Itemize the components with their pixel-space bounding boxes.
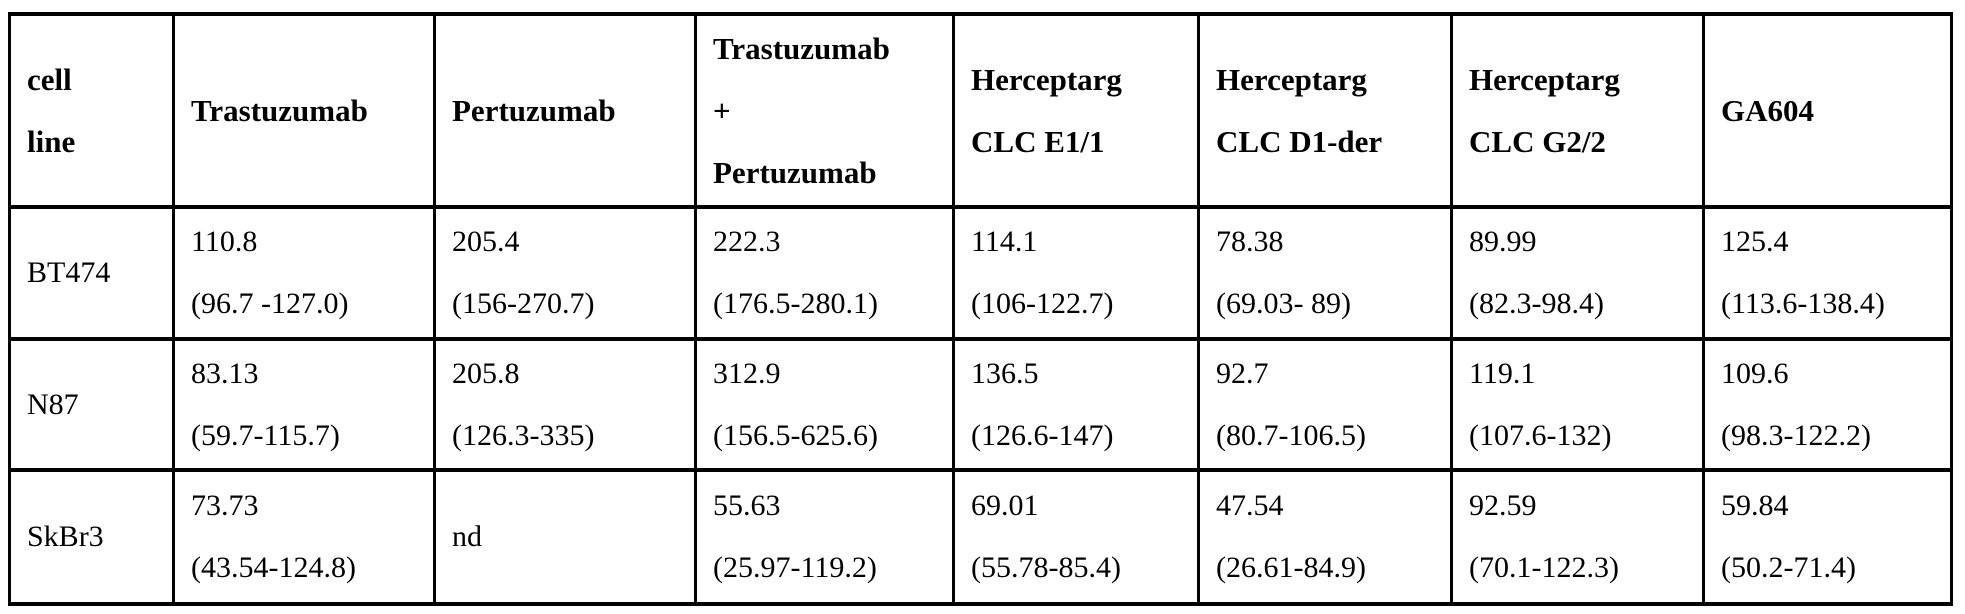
potency-value: 222.3 [713,225,781,258]
header-trastuzumab-plus-pertuzumab: Trastuzumab + Pertuzumab [694,12,955,209]
table-cell: nd [433,468,697,606]
potency-value: 78.38 [1216,225,1284,258]
header-text: CLC D1-der [1216,123,1383,159]
table-cell: 92.59 (70.1-122.3) [1450,468,1705,606]
row-label-n87: N87 [8,337,175,472]
confidence-interval: (126.6-147) [971,418,1114,452]
header-text: Pertuzumab [713,154,877,190]
potency-value: 55.63 [713,489,781,522]
header-cell-line: cell line [8,12,175,209]
potency-value: 69.01 [971,489,1039,522]
potency-value: 205.4 [452,225,520,258]
confidence-interval: (26.61-84.9) [1216,551,1366,584]
table-cell: 59.84 (50.2-71.4) [1702,468,1953,606]
potency-value: 47.54 [1216,489,1284,522]
confidence-interval: (70.1-122.3) [1469,551,1619,584]
potency-value: 59.84 [1721,489,1789,522]
ic50-results-table: cell line Trastuzumab Pertuzumab Trastuz… [8,12,1953,606]
confidence-interval: (55.78-85.4) [971,551,1121,584]
table-cell: 55.63 (25.97-119.2) [694,468,955,606]
table-cell: 222.3 (176.5-280.1) [694,205,955,341]
header-text: CLC G2/2 [1469,123,1606,159]
confidence-interval: (106-122.7) [971,287,1114,320]
header-trastuzumab: Trastuzumab [172,12,436,209]
header-ga604: GA604 [1702,12,1953,209]
potency-value: 92.7 [1216,356,1269,390]
header-text: GA604 [1721,92,1814,128]
confidence-interval: (80.7-106.5) [1216,418,1366,452]
potency-value: 92.59 [1469,489,1537,522]
confidence-interval: (82.3-98.4) [1469,287,1604,320]
header-text: Pertuzumab [452,92,616,128]
confidence-interval: (156.5-625.6) [713,418,878,452]
cell-line-name: BT474 [27,256,111,289]
header-text: Trastuzumab [191,92,368,128]
confidence-interval: (43.54-124.8) [191,551,356,584]
header-herceptarg-clc-e1-1: Herceptarg CLC E1/1 [952,12,1200,209]
confidence-interval: (96.7 -127.0) [191,287,349,320]
table-row-n87: N87 83.13 (59.7-115.7) 205.8 (126.3-335)… [8,337,1953,472]
table-cell: 125.4 (113.6-138.4) [1702,205,1953,341]
table-cell: 110.8 (96.7 -127.0) [172,205,436,341]
table-cell: 136.5 (126.6-147) [952,337,1200,472]
potency-value: 89.99 [1469,225,1537,258]
potency-value: 73.73 [191,489,259,522]
potency-value: 312.9 [713,356,781,390]
confidence-interval: (176.5-280.1) [713,287,878,320]
table-cell: 114.1 (106-122.7) [952,205,1200,341]
header-text: Trastuzumab [713,30,890,66]
table-row-bt474: BT474 110.8 (96.7 -127.0) 205.4 (156-270… [8,205,1953,341]
potency-value: 119.1 [1469,356,1536,390]
row-label-skbr3: SkBr3 [8,468,175,606]
confidence-interval: (107.6-132) [1469,418,1612,452]
table-cell: 109.6 (98.3-122.2) [1702,337,1953,472]
potency-value: 136.5 [971,356,1039,390]
table-cell: 73.73 (43.54-124.8) [172,468,436,606]
confidence-interval: (50.2-71.4) [1721,551,1856,584]
potency-value: 109.6 [1721,356,1789,390]
table-cell: 312.9 (156.5-625.6) [694,337,955,472]
table-cell: 205.4 (156-270.7) [433,205,697,341]
table-cell: 92.7 (80.7-106.5) [1197,337,1453,472]
confidence-interval: (59.7-115.7) [191,418,340,452]
header-text: + [713,92,731,128]
confidence-interval: (98.3-122.2) [1721,418,1871,452]
table-cell: 78.38 (69.03- 89) [1197,205,1453,341]
table-row-skbr3: SkBr3 73.73 (43.54-124.8) nd 55.63 (25.9… [8,468,1953,606]
table-cell: 89.99 (82.3-98.4) [1450,205,1705,341]
table-header-row: cell line Trastuzumab Pertuzumab Trastuz… [8,12,1953,209]
table-cell: 205.8 (126.3-335) [433,337,697,472]
confidence-interval: (113.6-138.4) [1721,287,1885,320]
table-cell: 47.54 (26.61-84.9) [1197,468,1453,606]
header-text: Herceptarg [971,61,1122,97]
confidence-interval: (69.03- 89) [1216,287,1351,320]
potency-value: 83.13 [191,356,259,390]
confidence-interval: (25.97-119.2) [713,551,877,584]
header-text: Herceptarg [1469,61,1620,97]
potency-value: 205.8 [452,356,520,390]
header-herceptarg-clc-d1-der: Herceptarg CLC D1-der [1197,12,1453,209]
potency-value: 125.4 [1721,225,1789,258]
potency-value: 110.8 [191,225,258,258]
table-cell: 69.01 (55.78-85.4) [952,468,1200,606]
row-label-bt474: BT474 [8,205,175,341]
header-text: CLC E1/1 [971,123,1105,159]
header-text: Herceptarg [1216,61,1367,97]
header-text: line [27,123,76,159]
cell-line-name: N87 [27,387,79,421]
table-cell: 119.1 (107.6-132) [1450,337,1705,472]
potency-value: nd [452,520,482,553]
table-cell: 83.13 (59.7-115.7) [172,337,436,472]
cell-line-name: SkBr3 [27,520,104,553]
potency-value: 114.1 [971,225,1038,258]
header-text: cell [27,61,72,97]
header-pertuzumab: Pertuzumab [433,12,697,209]
confidence-interval: (156-270.7) [452,287,595,320]
header-herceptarg-clc-g2-2: Herceptarg CLC G2/2 [1450,12,1705,209]
confidence-interval: (126.3-335) [452,418,595,452]
